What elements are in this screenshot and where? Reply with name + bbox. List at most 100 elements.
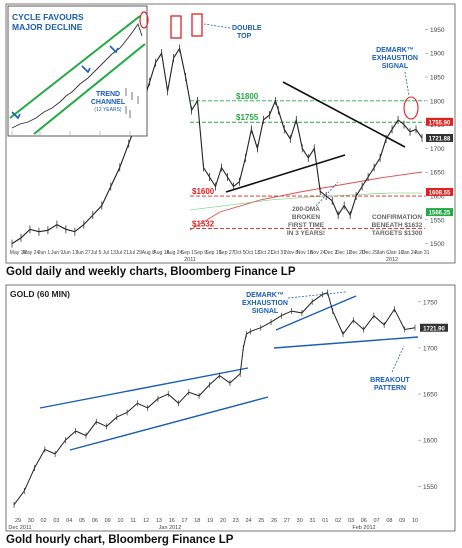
hourly-x-tick-label-13: 17 — [181, 518, 187, 524]
dma-200-line — [189, 171, 423, 231]
dma-label-1: BROKEN — [292, 214, 320, 221]
x-tick-label-24: Dec 2 — [324, 250, 337, 256]
x-tick-label-18: Oct 13 — [245, 250, 260, 256]
x-tick-label-6: Jul 5 — [91, 250, 102, 256]
x-tick-label-7: Jul 13 — [103, 250, 117, 256]
y-tick-label-6: 1800 — [430, 98, 445, 105]
price-tag-label-3: 1566.25 — [429, 211, 451, 217]
inset-channel-label3: (12 YEARS) — [94, 107, 121, 113]
x-tick-label-25: Dec 12 — [336, 250, 352, 256]
hourly-x-tick-label-30: 09 — [399, 518, 405, 524]
price-tag-box-0 — [426, 117, 453, 126]
hourly-x-tick-label-12: 16 — [169, 518, 175, 524]
x-tick-label-9: Jul 29 — [129, 250, 143, 256]
x-tick-label-0: May 16 — [10, 250, 27, 256]
level-label-3: $1532 — [192, 219, 215, 228]
hourly-y-tick-label-1: 1600 — [423, 438, 438, 445]
hourly-channel-upper — [39, 367, 249, 409]
level-label-0: $1800 — [236, 92, 259, 101]
hourly-x-tick-label-9: 11 — [130, 518, 136, 524]
hourly-x-tick-label-17: 23 — [233, 518, 239, 524]
double-top-box-2 — [191, 13, 203, 37]
x-tick-label-16: Sep 27 — [219, 250, 235, 256]
inset-arrow-3 — [109, 45, 119, 54]
price-tag-label-2: 1608.55 — [429, 190, 451, 196]
x-tick-label-26: Dec 20 — [349, 250, 365, 256]
confirmation-label-1: BENEATH $1632 — [372, 222, 423, 229]
hourly-x-tick-label-0: 29 — [15, 518, 21, 524]
dma-label-0: 200-DMA — [292, 206, 320, 213]
hourly-x-tick-label-3: 03 — [53, 518, 59, 524]
level-label-2: $1600 — [192, 187, 215, 196]
hourly-upper-trendline — [275, 295, 357, 331]
inset-title-line1: CYCLE FAVOURS — [12, 12, 84, 22]
inset-channel-label1: TREND — [96, 91, 120, 98]
support-trendline — [225, 154, 346, 193]
hourly-breakout-line — [273, 336, 419, 349]
hourly-x-tick-label-24: 01 — [322, 518, 328, 524]
hourly-x-tick-label-6: 06 — [92, 518, 98, 524]
breakout-label-1: BREAKOUT — [370, 377, 410, 384]
y-tick-label-8: 1900 — [430, 51, 445, 58]
daily-chart-caption: Gold daily and weekly charts, Bloomberg … — [6, 266, 296, 278]
y-tick-label-4: 1700 — [430, 146, 445, 153]
y-tick-label-2: 1600 — [430, 194, 445, 201]
x-tick-label-2: Jun 1 — [38, 250, 50, 256]
x-tick-label-13: Sep 1 — [181, 250, 194, 256]
x-tick-label-5: Jun 27 — [76, 250, 91, 256]
x-tick-label-14: Sep 9 — [194, 250, 207, 256]
demark-circle — [403, 96, 419, 120]
double-top-arrow — [203, 23, 231, 29]
hourly-chart-frame — [5, 284, 456, 532]
x-tick-label-11: Aug 16 — [153, 250, 169, 256]
demark-arrow — [404, 71, 410, 97]
inset-price-line — [11, 22, 143, 129]
hourly-x-tick-label-26: 03 — [348, 518, 354, 524]
x-tick-label-10: Aug 8 — [142, 250, 155, 256]
hourly-x-tick-label-10: 12 — [143, 518, 149, 524]
dma-arrow — [315, 181, 339, 207]
hourly-x-tick-label-14: 18 — [194, 518, 200, 524]
x-tick-label-30: Jan 24 — [401, 250, 416, 256]
hourly-x-tick-label-25: 02 — [335, 518, 341, 524]
x-tick-label-31: Jan 31 — [414, 250, 429, 256]
hourly-x-tick-label-15: 19 — [207, 518, 213, 524]
price-tag-box-1 — [426, 134, 453, 143]
hourly-chart-caption: Gold hourly chart, Bloomberg Finance LP — [6, 534, 234, 546]
hourly-x-tick-label-4: 04 — [66, 518, 72, 524]
price-tag-label-0: 1755.90 — [429, 120, 451, 126]
hourly-x-tick-label-7: 09 — [105, 518, 111, 524]
hourly-x-tick-label-11: 13 — [156, 518, 162, 524]
hourly-x-tick-label-16: 20 — [220, 518, 226, 524]
hourly-demark-label-1: DEMARK™ — [246, 292, 284, 299]
x-tick-label-27: Dec 29 — [362, 250, 378, 256]
x-tick-label-3: Jun 9 — [51, 250, 63, 256]
y-tick-label-3: 1650 — [430, 170, 445, 177]
x-tick-label-21: Nov 8 — [285, 250, 298, 256]
x-tick-label-28: Jan 6 — [377, 250, 389, 256]
double-top-box-1 — [170, 15, 182, 39]
x-tick-label-23: Nov 24 — [310, 250, 326, 256]
inset-channel-upper — [9, 15, 141, 119]
hourly-chart-title: GOLD (60 MIN) — [10, 289, 70, 299]
inset-title-line2: MAJOR DECLINE — [12, 22, 83, 32]
level-label-1: $1755 — [236, 113, 259, 122]
demark-label-1: DEMARK™ — [376, 47, 414, 54]
dma-label-3: IN 3 YEARS! — [287, 230, 325, 237]
x-tick-label-17: Oct 5 — [234, 250, 246, 256]
year-label-0: 2011 — [184, 257, 196, 263]
hourly-y-tick-label-3: 1700 — [423, 345, 438, 352]
inset-channel-label2: CHANNEL — [91, 99, 126, 106]
price-tag-label-1: 1721.88 — [429, 137, 451, 143]
breakout-arrow — [391, 345, 405, 373]
inset-arrow-1 — [11, 111, 21, 120]
hourly-x-tick-label-5: 05 — [79, 518, 85, 524]
y-tick-label-7: 1850 — [430, 75, 445, 82]
x-tick-label-12: Aug 24 — [166, 250, 182, 256]
confirmation-label-0: CONFIRMATION — [372, 214, 422, 221]
hourly-price-tag-label-0: 1721.90 — [423, 326, 445, 332]
inset-channel-lower — [33, 43, 146, 135]
hourly-x-tick-label-23: 31 — [309, 518, 315, 524]
x-tick-label-22: Nov 16 — [297, 250, 313, 256]
hourly-x-tick-label-29: 08 — [386, 518, 392, 524]
